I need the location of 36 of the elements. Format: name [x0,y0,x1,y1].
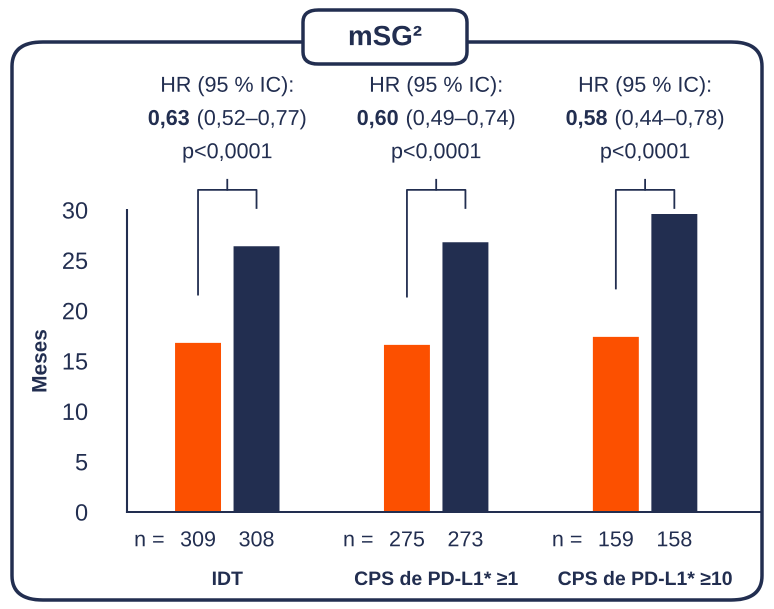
x-tick-label: CPS de PD-L1* ≥1 [354,570,518,586]
y-tick-label: 25 [63,252,88,270]
y-tick-label: 10 [64,403,88,420]
text: p<0,0001 [392,143,480,163]
text: 158 [658,531,692,546]
chart-title: mSG² [350,26,422,46]
text: 0,58 [566,110,607,128]
text: (0,44–0,78) [616,109,724,130]
x-tick-label: CPS de PD-L1* ≥10 [558,570,732,586]
text: 0,63 [148,110,189,128]
text: 0,60 [358,110,398,128]
text: 273 [448,531,482,546]
bar [175,342,222,512]
x-tick-label: IDT [212,572,243,585]
text: (0,52–0,77) [198,109,306,130]
y-tick-label: 30 [62,202,88,219]
text: HR (95 % IC): [580,76,710,96]
y-tick-label: 5 [76,454,88,470]
text: HR (95 % IC): [370,76,502,96]
y-tick-label: 20 [63,302,88,320]
text: 309 [180,531,215,546]
y-tick-label: 0 [76,504,88,521]
text: n = [553,534,582,546]
text: (0,49–0,74) [406,109,514,130]
text: 275 [390,531,424,546]
text: HR (95 % IC): [162,76,292,96]
text: 308 [239,531,274,546]
y-tick-label: 15 [64,353,88,370]
text: p<0,0001 [183,143,272,163]
bar [384,344,430,512]
y-axis-title: Meses [32,330,47,392]
bar [592,336,639,512]
text: n = [136,534,164,546]
text: p<0,0001 [601,143,690,163]
text: n = [344,534,372,546]
text: 159 [600,531,633,546]
